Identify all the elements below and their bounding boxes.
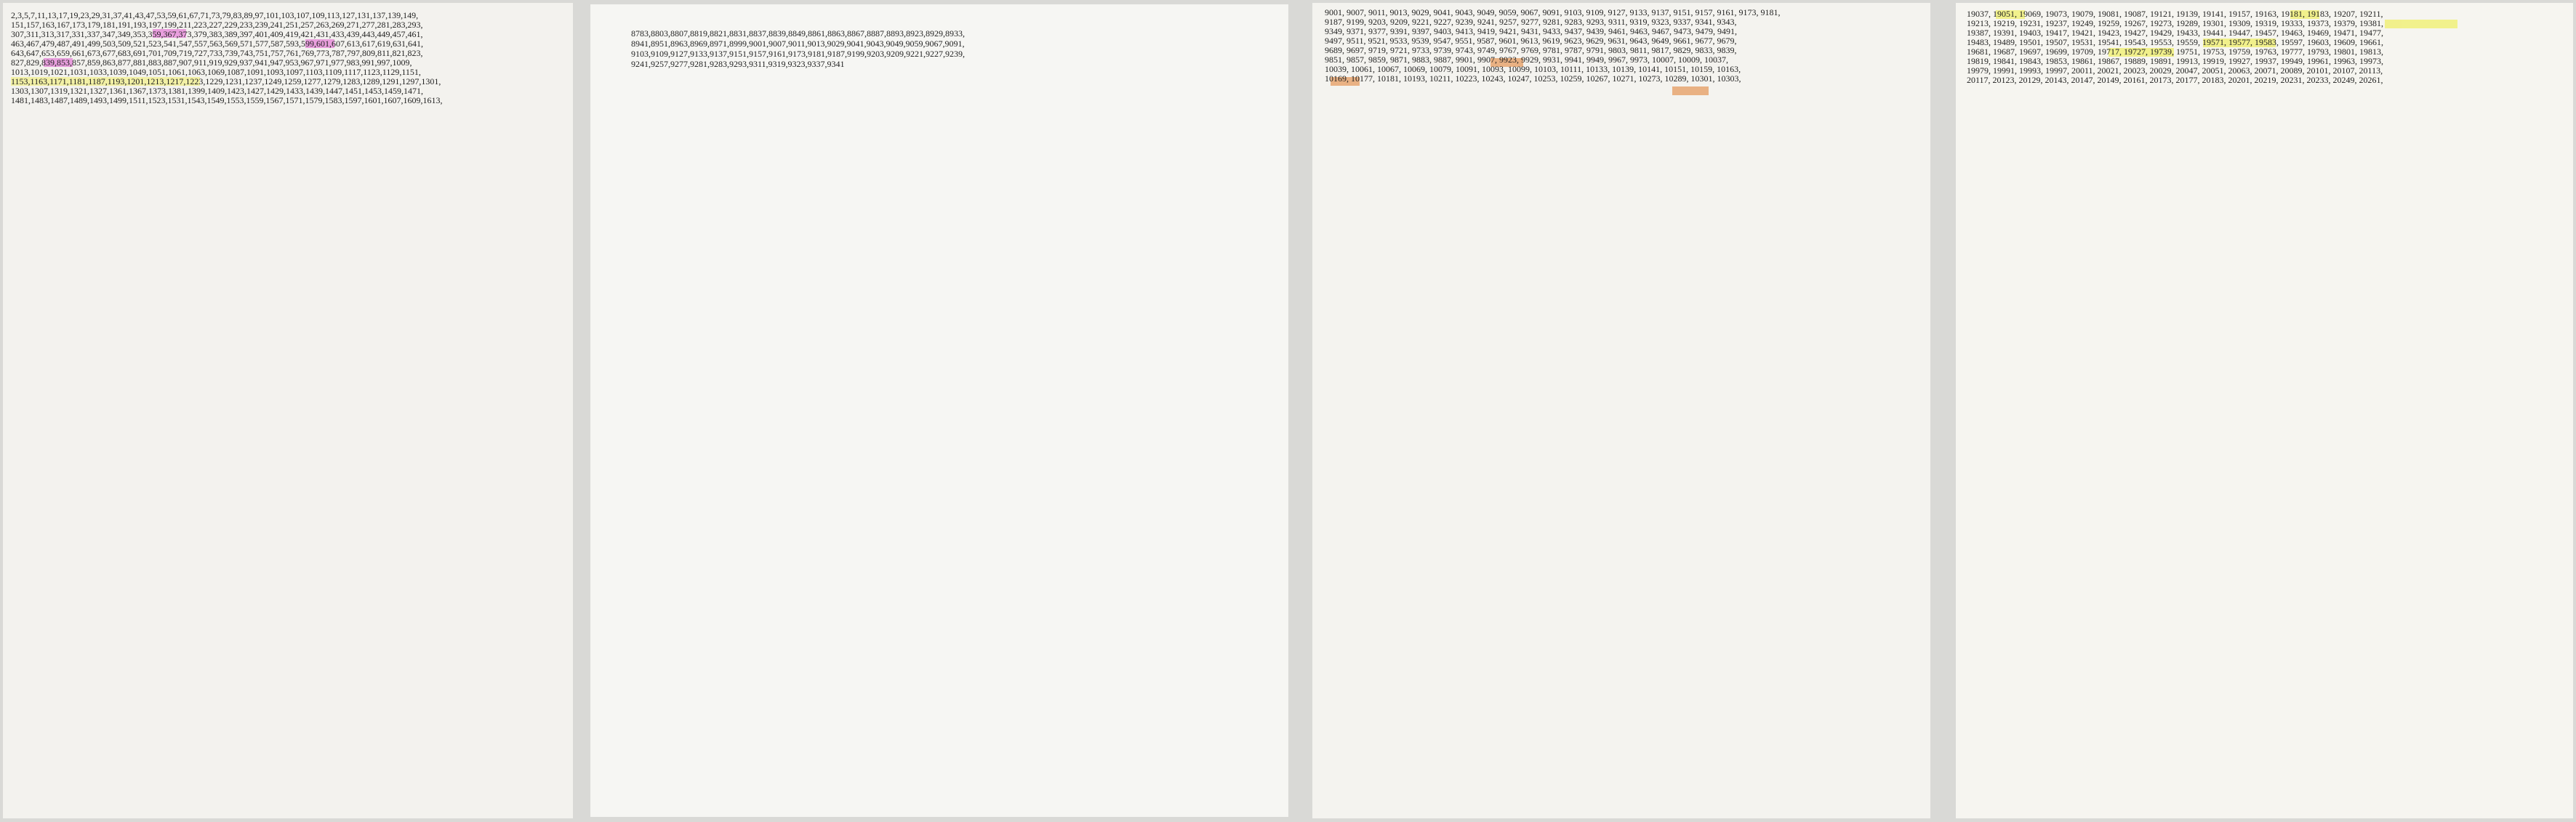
sheet [590, 4, 1288, 817]
highlight [153, 29, 186, 38]
number-line: 19387, 19391, 19403, 19417, 19421, 19423… [1967, 28, 2383, 38]
number-line: 9001, 9007, 9011, 9013, 9029, 9041, 9043… [1325, 7, 1781, 17]
sheet [1956, 3, 2573, 818]
number-line: 8941,8951,8963,8969,8971,8999,9001,9007,… [631, 39, 965, 49]
highlight [2385, 20, 2457, 28]
number-line: 20117, 20123, 20129, 20143, 20147, 20149… [1967, 75, 2383, 85]
number-line: 19483, 19489, 19501, 19507, 19531, 19541… [1967, 37, 2383, 47]
number-line: 9689, 9697, 9719, 9721, 9733, 9739, 9743… [1325, 45, 1737, 55]
number-line: 9187, 9199, 9203, 9209, 9221, 9227, 9239… [1325, 17, 1737, 27]
number-line: 827,829,839,853,857,859,863,877,881,883,… [11, 57, 412, 68]
highlight [11, 77, 200, 86]
number-line: 9497, 9511, 9521, 9533, 9539, 9547, 9551… [1325, 36, 1737, 46]
highlight [1331, 77, 1360, 86]
sheet [1312, 3, 1930, 818]
number-line: 1013,1019,1021,1031,1033,1039,1049,1051,… [11, 67, 421, 77]
number-line: 19819, 19841, 19843, 19853, 19861, 19867… [1967, 56, 2383, 66]
highlight [1996, 10, 2025, 19]
number-line: 19681, 19687, 19697, 19699, 19709, 19717… [1967, 47, 2383, 57]
number-line: 9241,9257,9277,9281,9283,9293,9311,9319,… [631, 59, 845, 69]
number-line: 19979, 19991, 19993, 19997, 20011, 20021… [1967, 65, 2383, 76]
highlight [1672, 86, 1709, 95]
number-line: 9349, 9371, 9377, 9391, 9397, 9403, 9413… [1325, 26, 1737, 36]
number-line: 8783,8803,8807,8819,8821,8831,8837,8839,… [631, 28, 965, 39]
number-line: 463,467,479,487,491,499,503,509,521,523,… [11, 39, 423, 49]
highlight [2108, 48, 2174, 57]
highlights [11, 10, 2457, 95]
number-line: 10039, 10061, 10067, 10069, 10079, 10091… [1325, 64, 1741, 74]
number-line: 307,311,313,317,331,337,347,349,353,359,… [11, 29, 423, 39]
highlight [305, 39, 334, 48]
highlight [2290, 10, 2319, 19]
number-line: 9851, 9857, 9859, 9871, 9883, 9887, 9901… [1325, 55, 1728, 65]
highlight [1490, 58, 1523, 67]
sheet [3, 3, 573, 818]
number-line: 19213, 19219, 19231, 19237, 19249, 19259… [1967, 18, 2383, 28]
number-line: 10169, 10177, 10181, 10193, 10211, 10223… [1325, 73, 1741, 84]
number-line: 151,157,163,167,173,179,181,191,193,197,… [11, 20, 423, 30]
number-line: 2,3,5,7,11,13,17,19,23,29,31,37,41,43,47… [11, 10, 418, 20]
number-line: 1153,1163,1171,1181,1187,1193,1201,1213,… [11, 76, 441, 86]
highlight [44, 58, 73, 67]
number-line: 643,647,653,659,661,673,677,683,691,701,… [11, 48, 423, 58]
number-line: 1303,1307,1319,1321,1327,1361,1367,1373,… [11, 86, 423, 96]
number-line: 1481,1483,1487,1489,1493,1499,1511,1523,… [11, 95, 443, 105]
number-line: 9103,9109,9127,9133,9137,9151,9157,9161,… [631, 49, 965, 59]
number-line: 19037, 19051, 19069, 19073, 19079, 19081… [1967, 9, 2383, 19]
highlight [2203, 39, 2276, 47]
